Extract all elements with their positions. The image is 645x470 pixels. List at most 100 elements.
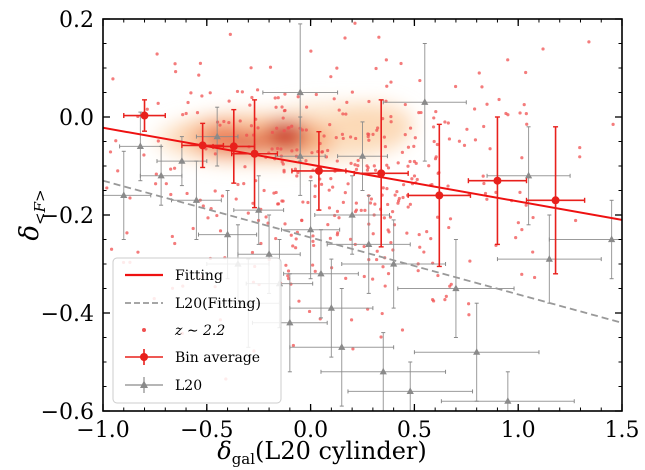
scatter-point — [472, 107, 477, 111]
scatter-point — [485, 197, 489, 201]
scatter-point — [393, 193, 397, 197]
scatter-point — [198, 61, 203, 65]
scatter-point — [531, 250, 535, 254]
scatter-point — [313, 184, 317, 188]
scatter-point — [181, 113, 185, 117]
scatter-point — [311, 239, 315, 243]
scatter-point — [353, 210, 358, 214]
bin-point — [229, 142, 238, 151]
scatter-point — [286, 274, 290, 278]
scatter-point — [406, 205, 410, 209]
scatter-point — [482, 181, 486, 186]
x-tick-label: −0.5 — [180, 418, 233, 443]
scatter-point — [401, 195, 405, 200]
scatter-point — [304, 128, 308, 132]
scatter-point — [270, 147, 274, 151]
scatter-point — [369, 197, 374, 201]
l20-point — [157, 171, 165, 179]
scatter-point — [319, 182, 324, 186]
legend-box — [112, 257, 282, 404]
l20-point — [452, 284, 460, 292]
scatter-point — [197, 73, 201, 77]
scatter-point — [200, 94, 204, 98]
scatter-point — [274, 105, 278, 109]
scatter-point — [483, 191, 488, 196]
scatter-point — [296, 95, 300, 99]
scatter-point — [293, 167, 298, 171]
scatter-point — [333, 213, 337, 218]
scatter-point — [256, 126, 260, 130]
scatter-point — [432, 139, 436, 144]
scatter-point — [328, 236, 332, 240]
scatter-point — [218, 229, 223, 233]
scatter-point — [114, 139, 118, 143]
scatter-point — [444, 294, 448, 298]
scatter-point — [386, 271, 391, 276]
scatter-point — [365, 164, 369, 168]
scatter-point — [329, 75, 333, 79]
scatter-point — [227, 99, 231, 103]
scatter-point — [524, 70, 528, 75]
scatter-point — [367, 138, 371, 142]
l20-point — [120, 191, 128, 198]
scatter-point — [326, 148, 330, 153]
scatter-point — [383, 284, 387, 288]
scatter-point — [385, 84, 389, 88]
scatter-point — [300, 128, 304, 132]
scatter-point — [208, 91, 212, 95]
scatter-point — [291, 343, 295, 348]
scatter-point — [520, 228, 524, 232]
scatter-point — [410, 177, 414, 181]
scatter-point — [312, 243, 316, 248]
scatter-point — [373, 202, 377, 206]
scatter-point — [128, 196, 132, 200]
scatter-point — [386, 166, 391, 170]
scatter-point — [213, 152, 217, 156]
scatter-point — [353, 163, 357, 167]
scatter-point — [524, 203, 528, 207]
scatter-point — [324, 155, 329, 159]
scatter-point — [417, 232, 421, 237]
scatter-point — [313, 269, 317, 273]
scatter-point — [433, 157, 438, 161]
scatter-point — [108, 150, 113, 154]
bin-point — [198, 141, 207, 150]
scatter-point — [169, 192, 173, 197]
scatter-point — [296, 170, 300, 175]
scatter-point — [245, 133, 249, 137]
density-blob — [331, 102, 415, 147]
scatter-point — [418, 245, 422, 249]
scatter-point — [156, 139, 160, 143]
x-tick-label: −1.0 — [76, 418, 129, 443]
scatter-point — [504, 111, 508, 116]
scatter-point — [413, 136, 417, 140]
scatter-point — [332, 97, 336, 101]
scatter-point — [174, 70, 178, 74]
bin-point — [377, 169, 386, 178]
scatter-point — [300, 218, 304, 222]
scatter-point — [389, 241, 393, 245]
scatter-point — [249, 124, 254, 128]
scatter-point — [173, 241, 177, 246]
scatter-point — [371, 277, 375, 281]
scatter-point — [297, 299, 301, 303]
scatter-point — [406, 164, 410, 168]
scatter-point — [381, 186, 385, 190]
scatter-point — [408, 126, 413, 130]
scatter-point — [497, 97, 501, 102]
scatter-point — [396, 161, 400, 165]
scatter-point — [427, 164, 431, 168]
scatter-point — [381, 265, 385, 269]
scatter-point — [145, 107, 149, 111]
scatter-point — [374, 66, 378, 71]
scatter-point — [462, 143, 467, 147]
scatter-point — [294, 237, 298, 241]
scatter-point — [425, 230, 429, 234]
scatter-point — [281, 116, 285, 120]
scatter-point — [250, 250, 255, 255]
scatter-point — [249, 66, 253, 70]
scatter-point — [431, 125, 436, 129]
scatter-point — [518, 111, 522, 115]
y-tick-label: 0.2 — [59, 8, 94, 33]
scatter-point — [371, 232, 375, 236]
